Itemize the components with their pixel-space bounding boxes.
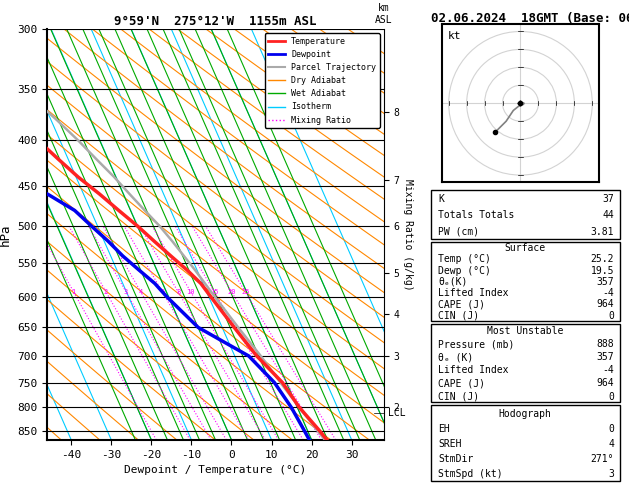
Text: 0: 0 — [608, 392, 614, 401]
Text: -4: -4 — [602, 288, 614, 298]
Text: EH: EH — [438, 424, 450, 434]
Text: 6: 6 — [160, 289, 165, 295]
Text: 15: 15 — [210, 289, 219, 295]
Text: 8: 8 — [176, 289, 181, 295]
Text: CIN (J): CIN (J) — [438, 392, 479, 401]
Text: 357: 357 — [596, 352, 614, 362]
Text: 1: 1 — [72, 289, 76, 295]
Text: CAPE (J): CAPE (J) — [438, 379, 486, 388]
Text: 3.81: 3.81 — [591, 226, 614, 237]
Text: 20: 20 — [228, 289, 236, 295]
Text: 44: 44 — [602, 210, 614, 220]
Y-axis label: Mixing Ratio (g/kg): Mixing Ratio (g/kg) — [403, 179, 413, 290]
Bar — [431, 324, 620, 402]
Legend: Temperature, Dewpoint, Parcel Trajectory, Dry Adiabat, Wet Adiabat, Isotherm, Mi: Temperature, Dewpoint, Parcel Trajectory… — [265, 34, 379, 128]
Text: 964: 964 — [596, 379, 614, 388]
Text: 271°: 271° — [591, 454, 614, 464]
Text: 4: 4 — [608, 439, 614, 449]
Text: 02.06.2024  18GMT (Base: 06): 02.06.2024 18GMT (Base: 06) — [431, 12, 629, 25]
Text: StmSpd (kt): StmSpd (kt) — [438, 469, 503, 479]
Text: 3: 3 — [124, 289, 128, 295]
Text: 3: 3 — [608, 469, 614, 479]
Text: Dewp (°C): Dewp (°C) — [438, 266, 491, 276]
Bar — [431, 190, 620, 239]
Text: K: K — [438, 193, 444, 204]
Text: 25: 25 — [241, 289, 250, 295]
Y-axis label: hPa: hPa — [0, 223, 12, 246]
Text: 25.2: 25.2 — [591, 255, 614, 264]
Text: LCL: LCL — [388, 408, 406, 418]
Text: Lifted Index: Lifted Index — [438, 365, 509, 375]
Text: θₑ(K): θₑ(K) — [438, 277, 468, 287]
Text: Temp (°C): Temp (°C) — [438, 255, 491, 264]
Text: 2: 2 — [104, 289, 108, 295]
Text: 4: 4 — [139, 289, 143, 295]
Text: 10: 10 — [187, 289, 195, 295]
Bar — [431, 405, 620, 481]
Text: kt: kt — [448, 31, 461, 41]
Text: 964: 964 — [596, 299, 614, 310]
X-axis label: Dewpoint / Temperature (°C): Dewpoint / Temperature (°C) — [125, 465, 306, 475]
Text: StmDir: StmDir — [438, 454, 474, 464]
Text: Pressure (mb): Pressure (mb) — [438, 339, 515, 349]
Text: 0: 0 — [608, 311, 614, 321]
Text: PW (cm): PW (cm) — [438, 226, 479, 237]
Text: Lifted Index: Lifted Index — [438, 288, 509, 298]
Text: 888: 888 — [596, 339, 614, 349]
Text: θₑ (K): θₑ (K) — [438, 352, 474, 362]
Text: km
ASL: km ASL — [375, 3, 392, 25]
Text: -4: -4 — [602, 365, 614, 375]
Text: 19.5: 19.5 — [591, 266, 614, 276]
Text: Hodograph: Hodograph — [499, 409, 552, 418]
Title: 9°59'N  275°12'W  1155m ASL: 9°59'N 275°12'W 1155m ASL — [114, 15, 316, 28]
Text: CAPE (J): CAPE (J) — [438, 299, 486, 310]
Bar — [431, 242, 620, 321]
Text: 0: 0 — [608, 424, 614, 434]
Text: Surface: Surface — [504, 243, 546, 253]
Text: Most Unstable: Most Unstable — [487, 326, 564, 336]
Text: CIN (J): CIN (J) — [438, 311, 479, 321]
Text: SREH: SREH — [438, 439, 462, 449]
Text: Totals Totals: Totals Totals — [438, 210, 515, 220]
Text: 357: 357 — [596, 277, 614, 287]
Text: 37: 37 — [602, 193, 614, 204]
